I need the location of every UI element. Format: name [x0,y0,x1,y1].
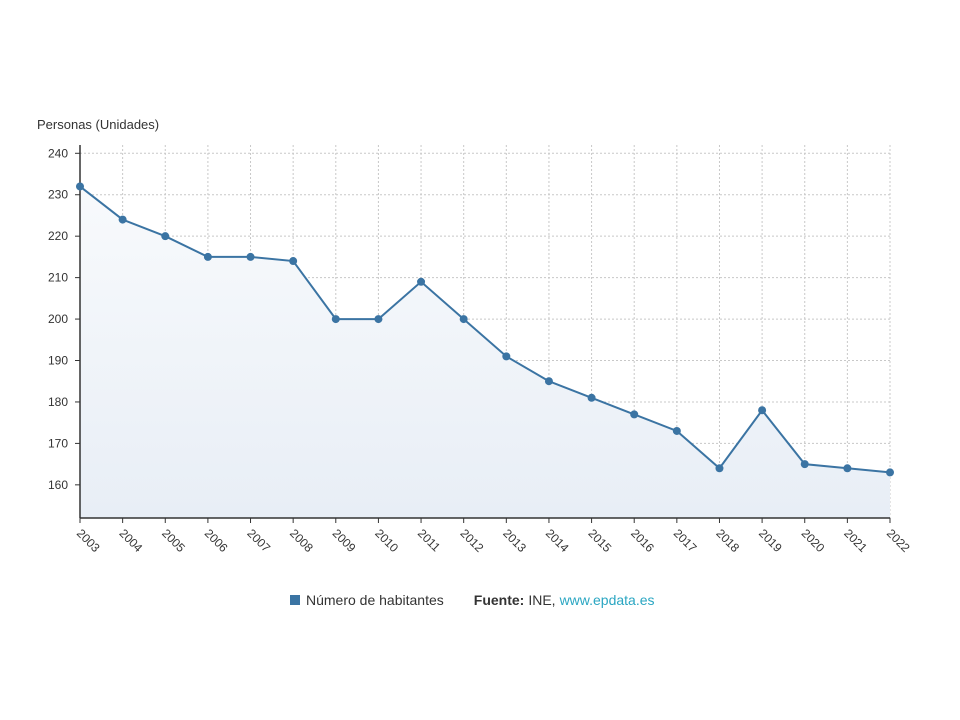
data-point [630,410,639,419]
x-tick-label: 2003 [74,526,103,555]
data-point [246,252,255,261]
data-point [76,182,84,191]
y-tick-label: 200 [48,312,68,326]
y-tick-label: 190 [48,354,68,368]
area-fill [80,186,890,518]
data-point [374,315,383,324]
x-tick-label: 2016 [628,526,657,555]
x-tick-label: 2017 [671,526,700,555]
y-tick-label: 170 [48,436,68,450]
x-tick-label: 2004 [117,526,146,555]
data-point [672,426,681,435]
x-tick-label: 2008 [287,526,316,555]
data-point [203,252,212,261]
x-tick-label: 2018 [713,526,742,555]
axes [75,145,891,523]
series-line [79,185,891,474]
data-point [417,277,426,286]
x-tick-label: 2021 [841,526,870,555]
y-tick-label: 230 [48,188,68,202]
y-tick-label: 210 [48,271,68,285]
data-point [544,377,553,386]
x-tick-label: 2013 [500,526,529,555]
y-tick-label: 240 [48,146,68,160]
y-tick-label: 180 [48,395,68,409]
y-tick-label: 220 [48,229,68,243]
legend-swatch [290,595,300,605]
data-point [118,215,127,224]
x-tick-label: 2009 [330,526,359,555]
data-point [331,315,340,324]
x-tick-label: 2022 [884,526,913,555]
x-tick-label: 2011 [415,526,443,554]
data-point [459,315,468,324]
data-point [502,352,511,361]
source-link[interactable]: www.epdata.es [559,592,655,608]
x-tick-label: 2005 [159,526,188,555]
data-point [800,460,809,469]
data-points [76,182,894,477]
x-tick-label: 2015 [585,526,614,555]
x-tick-label: 2010 [372,526,401,555]
x-tick-label: 2006 [202,526,231,555]
legend: Número de habitantes Fuente: INE, www.ep… [290,592,655,608]
source-key: Fuente: [473,592,525,608]
data-point [715,464,724,473]
x-tick-label: 2014 [543,526,572,555]
x-tick-label: 2019 [756,526,785,555]
data-point [587,393,596,402]
data-point [886,468,894,477]
data-point [758,406,767,415]
data-point [289,257,298,266]
x-tick-label: 2012 [458,526,487,555]
source-value: INE, [528,592,556,608]
data-point [843,464,852,473]
y-tick-label: 160 [48,478,68,492]
legend-series-label: Número de habitantes [306,592,444,608]
x-tick-label: 2007 [244,526,273,555]
data-point [161,232,170,241]
y-axis-label: Personas (Unidades) [37,117,159,132]
x-tick-label: 2020 [799,526,828,555]
